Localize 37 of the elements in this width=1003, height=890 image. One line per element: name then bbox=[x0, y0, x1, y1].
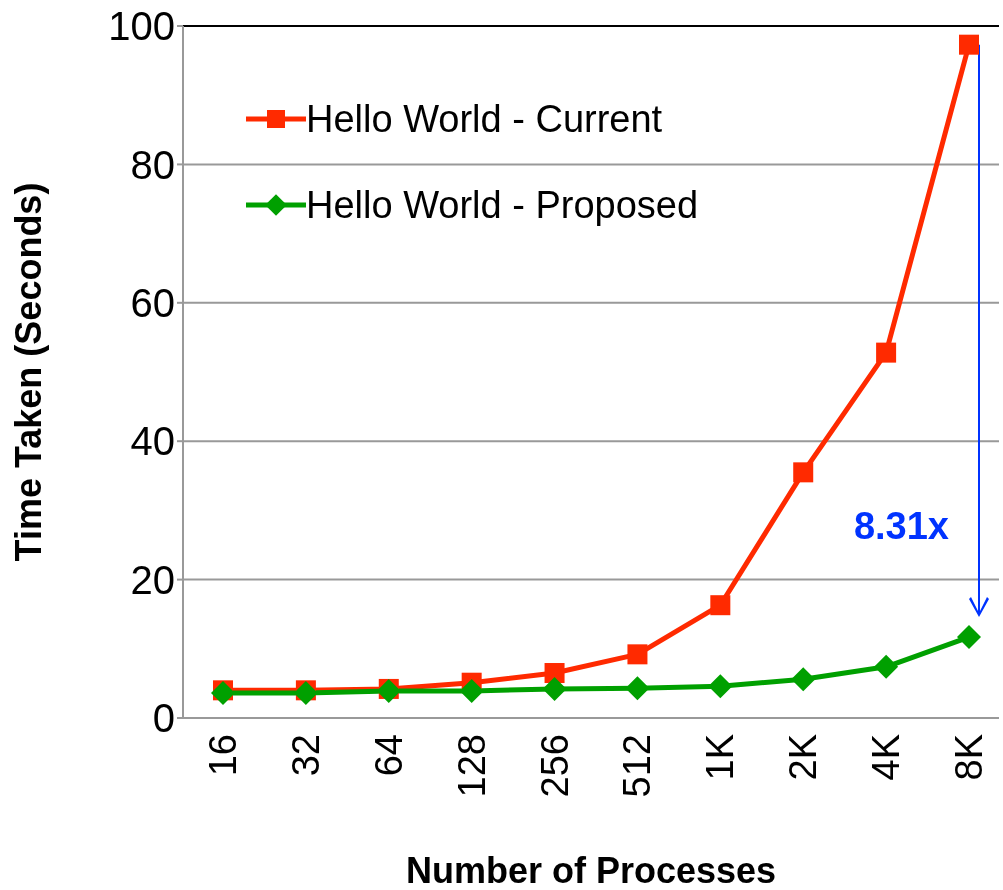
y-tick-label: 100 bbox=[108, 4, 175, 49]
point bbox=[957, 625, 981, 650]
point bbox=[459, 679, 484, 704]
point bbox=[376, 679, 401, 704]
y-tick-label: 40 bbox=[130, 419, 175, 464]
annotation: 8.31x bbox=[853, 504, 949, 547]
x-tick-label: 16 bbox=[202, 734, 244, 777]
x-tick-label: 128 bbox=[450, 734, 493, 798]
point bbox=[627, 644, 648, 665]
y-tick-label: 20 bbox=[130, 557, 175, 602]
y-tick-label: 60 bbox=[130, 281, 175, 325]
x-tick-label: 256 bbox=[533, 734, 576, 798]
point bbox=[211, 681, 235, 706]
y-tick-label: 80 bbox=[130, 142, 175, 187]
point bbox=[793, 462, 814, 483]
point bbox=[876, 342, 897, 363]
point bbox=[710, 595, 731, 616]
point bbox=[791, 667, 816, 692]
x-tick-label: 4K bbox=[865, 734, 908, 781]
point bbox=[544, 663, 565, 684]
point bbox=[293, 681, 318, 706]
x-tick-label: 2K bbox=[782, 734, 825, 781]
point bbox=[874, 654, 899, 679]
x-tick-label: 1K bbox=[699, 734, 742, 781]
x-tick-label: 64 bbox=[367, 734, 410, 777]
x-tick-label: 32 bbox=[284, 734, 327, 777]
x-tick-label: 8K bbox=[948, 734, 990, 781]
x-axis-title: Number of Processes bbox=[405, 850, 777, 890]
point bbox=[708, 674, 733, 699]
legend-label: Hello World - Current bbox=[306, 97, 663, 141]
y-tick-label: 0 bbox=[152, 696, 175, 741]
point bbox=[625, 676, 650, 701]
x-tick-label: 512 bbox=[616, 734, 659, 798]
y-axis-title: Time Taken (Seconds) bbox=[7, 182, 49, 562]
legend-label: Hello World - Proposed bbox=[306, 183, 699, 227]
point bbox=[959, 34, 979, 55]
point bbox=[542, 676, 567, 701]
